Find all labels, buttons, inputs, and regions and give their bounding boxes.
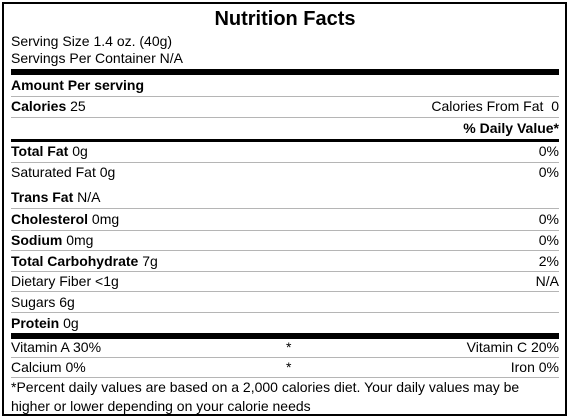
servings-per-container: Servings Per Container N/A — [11, 50, 183, 66]
nutrient-value: N/A — [77, 189, 101, 205]
nutrient-row-protein: Protein 0g — [11, 313, 559, 333]
nutrient-label: Sugars — [11, 294, 56, 310]
calcium: Calcium 0% — [11, 359, 86, 375]
nutrient-row-trans-fat: Trans Fat N/A — [11, 187, 559, 207]
nutrient-label: Total Carbohydrate — [11, 253, 139, 269]
nutrient-row-saturated-fat: Saturated Fat 0g 0% — [11, 162, 559, 182]
nutrient-label: Cholesterol — [11, 211, 89, 227]
nutrient-label: Protein — [11, 315, 60, 331]
nutrient-label: Trans Fat — [11, 189, 74, 205]
divider — [11, 96, 559, 97]
nutrient-label: Sodium — [11, 232, 63, 248]
divider — [11, 250, 559, 251]
divider — [11, 162, 559, 163]
label-title: Nutrition Facts — [214, 8, 356, 30]
nutrient-value: 6g — [59, 294, 75, 310]
nutrient-daily-value: 2% — [538, 253, 559, 269]
nutrient-row-dietary-fiber: Dietary Fiber <1g N/A — [11, 271, 559, 291]
nutrient-daily-value: 0% — [538, 164, 559, 180]
mineral-separator: * — [286, 359, 292, 375]
divider — [11, 271, 559, 272]
iron: Iron 0% — [510, 359, 559, 375]
nutrient-label: Dietary Fiber — [11, 273, 92, 289]
divider — [11, 117, 559, 118]
medium-divider — [11, 139, 559, 142]
nutrient-label: Total Fat — [11, 143, 69, 159]
calories-value: 25 — [70, 98, 86, 114]
footnote: *Percent daily values are based on a 2,0… — [11, 379, 520, 414]
nutrient-daily-value: 0% — [538, 211, 559, 227]
nutrient-row-sugars: Sugars 6g — [11, 292, 559, 312]
divider — [11, 230, 559, 231]
nutrient-row-cholesterol: Cholesterol 0mg 0% — [11, 209, 559, 229]
divider — [11, 208, 559, 209]
nutrient-row-total-carbohydrate: Total Carbohydrate 7g 2% — [11, 251, 559, 271]
nutrient-value: 0g — [63, 315, 79, 331]
vitamin-a: Vitamin A 30% — [11, 339, 102, 355]
divider — [11, 377, 559, 378]
nutrient-daily-value: 0% — [538, 143, 559, 159]
nutrient-value: 0mg — [91, 211, 120, 227]
divider — [11, 357, 559, 358]
thick-divider — [11, 69, 559, 75]
nutrient-daily-value: N/A — [535, 273, 559, 289]
nutrient-daily-value: 0% — [538, 232, 559, 248]
calories-from-fat-label: Calories From Fat — [431, 98, 544, 114]
nutrient-value: 0g — [72, 143, 88, 159]
mineral-row: Calcium 0% * Iron 0% — [11, 357, 559, 377]
nutrient-value: <1g — [95, 273, 119, 289]
divider — [11, 312, 559, 313]
serving-size: Serving Size 1.4 oz. (40g) — [11, 33, 173, 49]
nutrient-row-total-fat: Total Fat 0g 0% — [11, 141, 559, 161]
vitamin-row: Vitamin A 30% * Vitamin C 20% — [11, 337, 559, 357]
nutrient-value: 7g — [142, 253, 158, 269]
nutrient-label: Saturated Fat — [11, 164, 96, 180]
nutrient-value: 0mg — [66, 232, 94, 248]
nutrient-row-sodium: Sodium 0mg 0% — [11, 230, 559, 250]
daily-value-header: % Daily Value* — [463, 120, 559, 136]
thick-divider — [11, 333, 559, 339]
divider — [11, 291, 559, 292]
amount-per-serving: Amount Per serving — [11, 77, 145, 93]
calories-from-fat-value: 0 — [551, 98, 559, 114]
vitamin-separator: * — [286, 339, 292, 355]
vitamin-c: Vitamin C 20% — [466, 339, 559, 355]
nutrient-value: 0g — [99, 164, 116, 180]
amount-per-serving-row: Amount Per serving — [11, 75, 559, 95]
calories-label: Calories — [11, 98, 67, 114]
daily-value-header-row: % Daily Value* — [11, 118, 559, 138]
calories-row: Calories 25 Calories From Fat 0 — [11, 96, 559, 116]
